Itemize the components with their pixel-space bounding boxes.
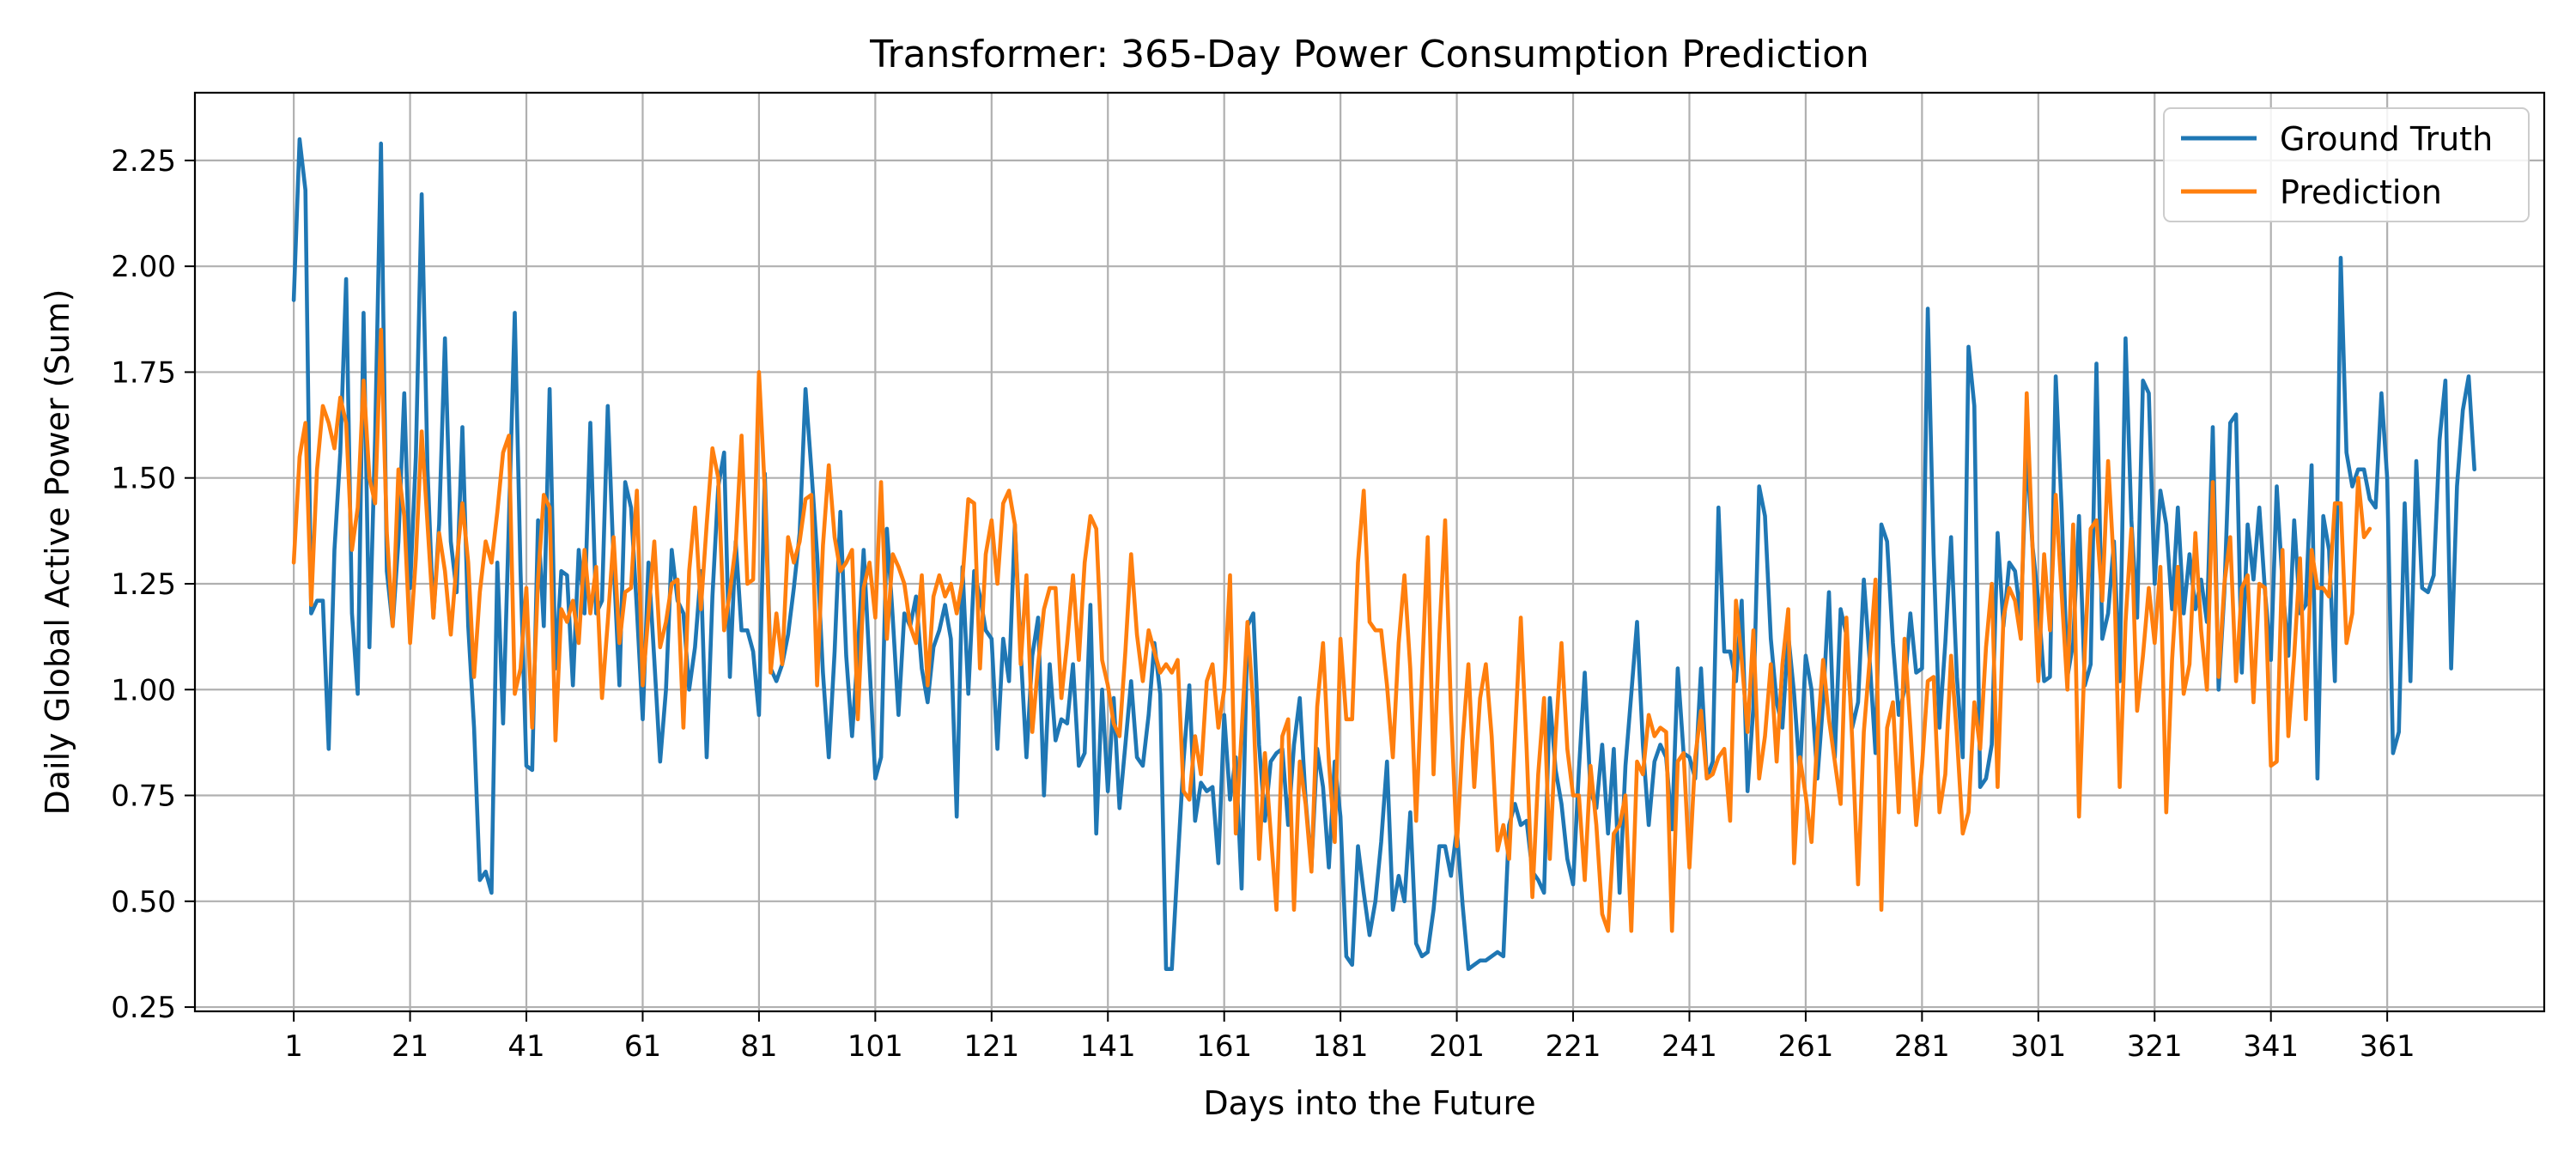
y-tick-label: 0.25 — [111, 991, 176, 1025]
y-axis-label: Daily Global Active Power (Sum) — [39, 289, 76, 816]
x-tick-label: 81 — [740, 1029, 777, 1064]
series-line-ground-truth — [291, 137, 2476, 971]
grid — [195, 93, 2544, 1011]
legend-label-prediction: Prediction — [2280, 173, 2442, 211]
x-tick-label: 121 — [963, 1029, 1019, 1064]
y-tick-label: 2.25 — [111, 144, 176, 179]
x-axis: 1 21 41 61 81 101 121 141 161 181 201 221 241 261 281 3… — [284, 1011, 2415, 1064]
y-tick-label: 1.75 — [111, 355, 176, 390]
series-line-prediction — [291, 327, 2372, 933]
x-tick-label: 181 — [1313, 1029, 1369, 1064]
x-tick-label: 261 — [1777, 1029, 1833, 1064]
y-tick-label: 0.50 — [111, 885, 176, 919]
y-tick-label: 1.00 — [111, 673, 176, 707]
x-tick-label: 241 — [1662, 1029, 1717, 1064]
x-axis-label: Days into the Future — [1203, 1084, 1535, 1122]
x-tick-label: 1 — [284, 1029, 303, 1064]
x-tick-label: 161 — [1196, 1029, 1252, 1064]
legend-label-ground-truth: Ground Truth — [2280, 120, 2493, 158]
x-tick-label: 361 — [2360, 1029, 2415, 1064]
legend: Ground Truth Prediction — [2163, 107, 2530, 222]
chart-title: Transformer: 365-Day Power Consumption P… — [869, 33, 1869, 76]
x-tick-label: 301 — [2010, 1029, 2066, 1064]
x-tick-label: 281 — [1894, 1029, 1950, 1064]
x-tick-label: 41 — [507, 1029, 544, 1064]
plot-area-frame — [193, 91, 2546, 1013]
y-tick-label: 1.50 — [111, 462, 176, 496]
y-tick-label: 1.25 — [111, 567, 176, 602]
x-tick-label: 221 — [1546, 1029, 1601, 1064]
y-axis: 0.25 0.50 0.75 1.00 1.25 1.50 1.75 2.00 2.25 — [111, 144, 195, 1025]
x-tick-label: 21 — [392, 1029, 428, 1064]
x-tick-label: 341 — [2243, 1029, 2299, 1064]
x-tick-label: 201 — [1429, 1029, 1485, 1064]
x-tick-label: 321 — [2127, 1029, 2183, 1064]
x-tick-label: 141 — [1080, 1029, 1136, 1064]
y-tick-label: 0.75 — [111, 780, 176, 814]
y-tick-label: 2.00 — [111, 250, 176, 284]
x-tick-label: 61 — [624, 1029, 661, 1064]
x-tick-label: 101 — [848, 1029, 903, 1064]
series-layer — [291, 137, 2476, 971]
